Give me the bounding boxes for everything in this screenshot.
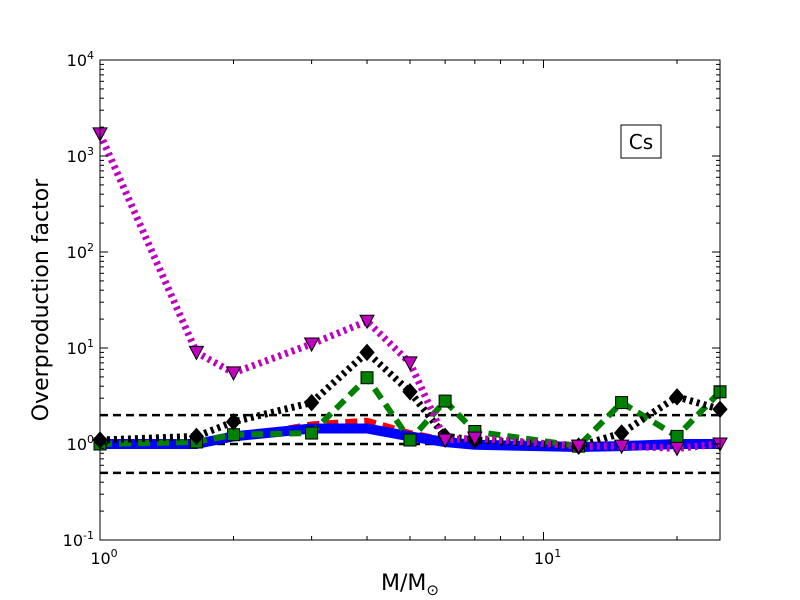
- series-line: [100, 374, 720, 450]
- y-tick-label: 104: [67, 49, 94, 70]
- y-tick-label: 103: [67, 145, 94, 166]
- element-label-box: Cs: [620, 124, 662, 159]
- data-point-diamond: [188, 427, 205, 446]
- data-point-triangle: [402, 356, 418, 371]
- y-tick-label: 102: [67, 241, 94, 262]
- y-tick-label: 101: [67, 337, 94, 358]
- data-point-triangle: [303, 337, 320, 353]
- data-point-triangle: [437, 433, 453, 449]
- x-tick-label: 101: [534, 547, 561, 568]
- data-point-triangle: [669, 441, 685, 457]
- data-point-square: [438, 394, 452, 408]
- y-axis-label: Overproduction factor: [29, 178, 54, 421]
- data-point-diamond: [303, 393, 320, 412]
- x-tick-label: 100: [90, 547, 117, 568]
- data-point-triangle: [466, 431, 483, 447]
- x-axis-label: M/M⊙: [381, 571, 439, 599]
- data-point-square: [305, 426, 319, 440]
- data-point-triangle: [225, 366, 242, 381]
- data-point-square: [360, 371, 374, 385]
- y-tick-label: 100: [67, 433, 94, 454]
- data-point-diamond: [225, 413, 242, 431]
- data-point-triangle: [359, 314, 375, 330]
- data-point-diamond: [669, 388, 685, 406]
- ticks-layer: [99, 59, 720, 541]
- marker-layer: [92, 127, 728, 457]
- series-line: [100, 348, 720, 450]
- data-point-triangle: [570, 439, 587, 455]
- y-tick-label: 10-1: [63, 529, 94, 550]
- element-label-frame: [620, 124, 662, 159]
- data-point-diamond: [359, 343, 375, 362]
- element-label: Cs: [629, 130, 653, 154]
- data-point-square: [615, 396, 629, 410]
- sun-symbol: ⊙: [426, 581, 439, 599]
- data-point-triangle: [613, 439, 630, 455]
- data-point-diamond: [402, 383, 418, 401]
- data-point-triangle: [188, 345, 205, 361]
- data-point-square: [403, 433, 417, 447]
- data-point-square: [670, 429, 684, 443]
